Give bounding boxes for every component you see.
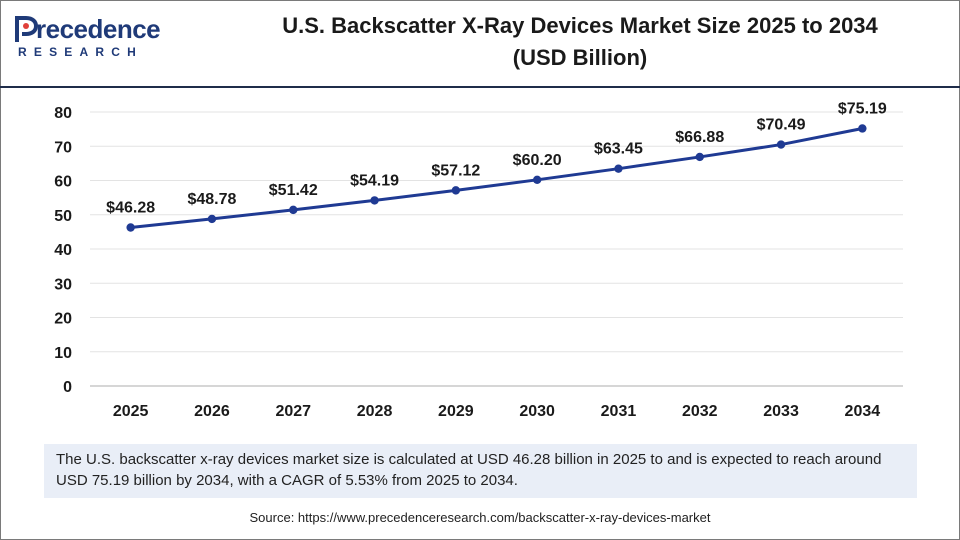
brand-logo: recedence RESEARCH [14, 14, 204, 64]
data-label: $46.28 [106, 199, 155, 216]
x-tick-label: 2025 [113, 403, 149, 420]
y-tick-label: 30 [54, 276, 72, 293]
y-tick-label: 80 [54, 105, 72, 122]
data-label: $63.45 [594, 141, 643, 158]
data-label: $57.12 [431, 162, 480, 179]
y-tick-label: 40 [54, 242, 72, 259]
x-tick-label: 2027 [275, 403, 311, 420]
y-tick-label: 10 [54, 345, 72, 362]
chart-title: U.S. Backscatter X-Ray Devices Market Si… [220, 10, 940, 74]
data-point [858, 124, 867, 133]
data-point [289, 205, 298, 215]
x-tick-label: 2032 [682, 403, 718, 420]
data-label: $60.20 [513, 152, 562, 169]
y-tick-label: 60 [54, 174, 72, 191]
title-line-1: U.S. Backscatter X-Ray Devices Market Si… [282, 13, 878, 38]
data-point [695, 152, 704, 162]
data-label: $70.49 [757, 117, 806, 134]
summary-note: The U.S. backscatter x-ray devices marke… [44, 444, 917, 498]
x-tick-label: 2029 [438, 403, 474, 420]
y-tick-label: 70 [54, 139, 72, 156]
data-label: $48.78 [187, 191, 236, 208]
data-point [614, 164, 623, 173]
logo-subtitle: RESEARCH [18, 45, 143, 59]
data-point [207, 214, 217, 224]
x-tick-label: 2026 [194, 403, 230, 420]
x-tick-label: 2031 [601, 403, 637, 420]
header: recedence RESEARCH U.S. Backscatter X-Ra… [0, 0, 960, 88]
y-tick-label: 50 [54, 208, 72, 225]
logo-wordmark: recedence [36, 14, 161, 44]
y-tick-label: 0 [63, 379, 72, 396]
x-tick-label: 2034 [845, 403, 881, 420]
x-tick-label: 2028 [357, 403, 393, 420]
title-line-2: (USD Billion) [512, 45, 648, 70]
x-tick-label: 2030 [519, 403, 555, 420]
data-label: $54.19 [350, 172, 399, 189]
data-point [532, 175, 542, 185]
y-tick-label: 20 [54, 311, 72, 328]
logo-p-icon [15, 16, 38, 42]
data-point [370, 196, 379, 205]
source-citation: Source: https://www.precedenceresearch.c… [249, 510, 711, 525]
data-point [776, 140, 786, 149]
header-divider [0, 86, 960, 88]
x-tick-label: 2033 [763, 403, 799, 420]
data-point [451, 186, 461, 195]
data-label: $66.88 [675, 129, 724, 146]
data-label: $51.42 [269, 182, 318, 199]
data-point [126, 223, 135, 232]
data-label: $75.19 [838, 100, 887, 117]
series-line [130, 127, 863, 229]
